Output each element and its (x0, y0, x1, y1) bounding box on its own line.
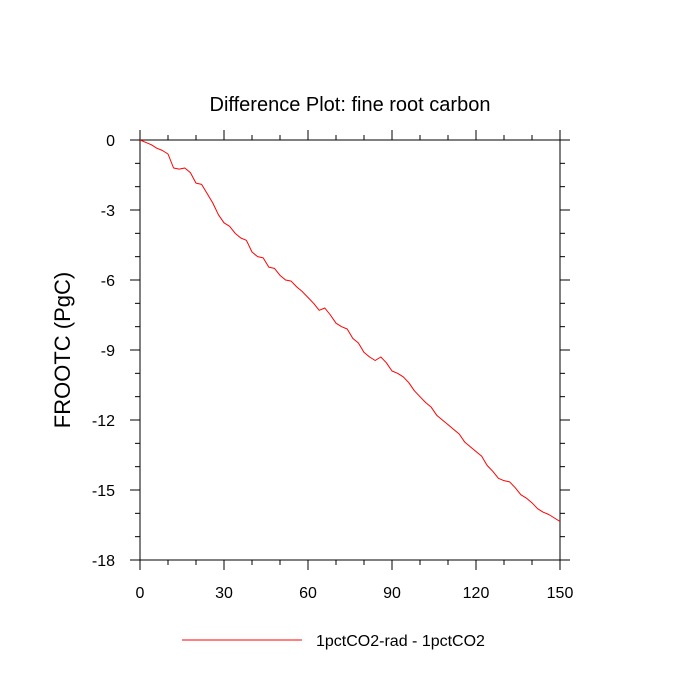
x-tick-label: 150 (547, 585, 574, 602)
y-tick-label: -6 (101, 273, 115, 290)
x-tick-label: 60 (299, 585, 317, 602)
y-tick-label: 0 (106, 133, 115, 150)
chart-title: Difference Plot: fine root carbon (210, 94, 491, 116)
x-tick-label: 30 (215, 585, 233, 602)
series-lines (139, 139, 561, 522)
y-tick-label: -12 (92, 413, 115, 430)
series-line (139, 139, 561, 522)
x-tick-label: 0 (136, 585, 145, 602)
y-tick-label: -3 (101, 203, 115, 220)
y-axis-label: FROOTC (PgC) (50, 272, 75, 428)
y-tick-label: -15 (92, 483, 115, 500)
legend: 1pctCO2-rad - 1pctCO2 (182, 633, 485, 650)
y-tick-label: -18 (92, 553, 115, 570)
legend-label: 1pctCO2-rad - 1pctCO2 (316, 633, 485, 650)
axis-tick-labels: 0 30 60 90 120 150 0 -3 -6 -9 -12 -15 -18 (92, 133, 574, 602)
plot-frame (139, 139, 561, 561)
axis-ticks (130, 130, 570, 570)
x-tick-label: 120 (463, 585, 490, 602)
y-tick-label: -9 (101, 343, 115, 360)
x-tick-label: 90 (383, 585, 401, 602)
